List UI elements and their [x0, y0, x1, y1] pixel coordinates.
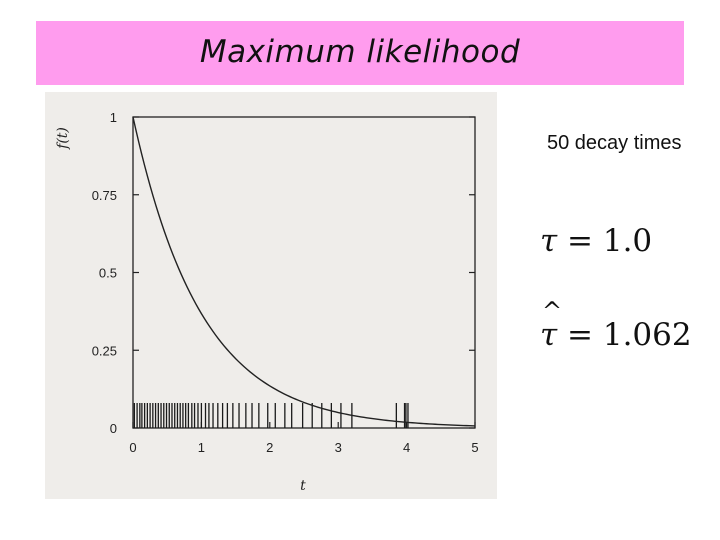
- x-tick-label: 0: [129, 440, 136, 455]
- x-tick-label: 3: [335, 440, 342, 455]
- x-axis-label: t: [300, 478, 306, 494]
- tau-hat-letter: τ: [540, 317, 558, 353]
- x-tick-label: 2: [266, 440, 273, 455]
- estimated-tau-equation: ^ τ = 1.062: [540, 297, 692, 353]
- y-tick-label: 0.75: [92, 188, 117, 203]
- y-tick-label: 0.25: [92, 343, 117, 358]
- equals-sign-hat: =: [567, 317, 593, 353]
- tau-hat-symbol: ^ τ: [540, 297, 562, 353]
- equals-sign: =: [567, 223, 593, 259]
- y-axis-label: f(t): [55, 127, 71, 150]
- x-tick-label: 5: [471, 440, 478, 455]
- y-tick-label: 0.5: [99, 266, 117, 281]
- tau-symbol: τ: [540, 223, 558, 259]
- true-tau-value: 1.0: [602, 223, 653, 259]
- sample-note: 50 decay times: [547, 132, 682, 154]
- true-tau-equation: τ = 1.0: [540, 223, 652, 259]
- y-tick-label: 0: [110, 421, 117, 436]
- x-tick-label: 1: [198, 440, 205, 455]
- plot-frame: [132, 116, 476, 429]
- pdf-curve: [132, 116, 476, 427]
- y-tick-label: 1: [110, 110, 117, 125]
- hat-accent: ^: [542, 297, 563, 325]
- chart-scan: 0 1 2 3 4 5 0 0.25 0.5 0.75 1 f(t) t: [45, 92, 497, 499]
- x-tick-label: 4: [403, 440, 410, 455]
- decay-chart: 0 1 2 3 4 5 0 0.25 0.5 0.75 1 f(t) t: [55, 110, 479, 494]
- title-band: Maximum likelihood: [36, 21, 684, 85]
- estimated-tau-value: 1.062: [602, 317, 692, 353]
- slide-title: Maximum likelihood: [199, 34, 521, 70]
